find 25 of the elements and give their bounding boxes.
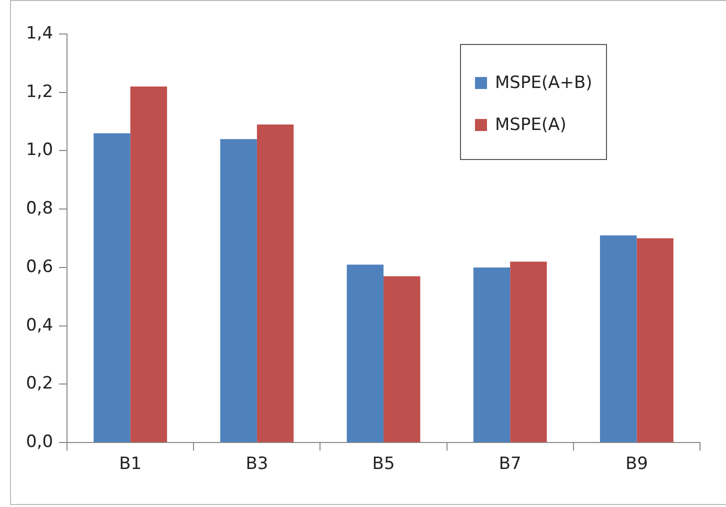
- legend-label: MSPE(A): [495, 115, 566, 135]
- bar: [636, 238, 674, 442]
- bar: [130, 86, 168, 442]
- bar: [346, 264, 384, 442]
- bar: [256, 124, 294, 442]
- bar: [600, 235, 637, 442]
- bar: [220, 139, 257, 442]
- bar: [384, 276, 420, 442]
- bar: [473, 267, 510, 442]
- x-tick-label: B5: [372, 454, 395, 474]
- x-tick-label: B7: [498, 454, 522, 474]
- legend-label: MSPE(A+B): [495, 73, 592, 93]
- bar: [510, 262, 547, 442]
- y-tick-label: 1,2: [26, 82, 54, 102]
- y-tick-label: 0,2: [26, 374, 54, 394]
- x-tick-label: B9: [625, 454, 648, 474]
- x-tick-label: B3: [246, 454, 268, 474]
- x-tick-label: B1: [119, 454, 142, 474]
- y-tick-label: 1,4: [26, 23, 54, 44]
- y-tick-label: 0,4: [26, 315, 54, 336]
- y-tick-label: 0,0: [26, 432, 54, 452]
- y-tick-label: 0,8: [26, 198, 54, 219]
- y-tick-label: 0,6: [26, 256, 54, 277]
- bar: [94, 133, 130, 442]
- y-tick-label: 1,0: [26, 140, 54, 160]
